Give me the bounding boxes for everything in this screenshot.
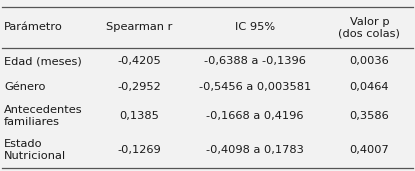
Text: -0,1269: -0,1269	[117, 145, 161, 155]
Text: Antecedentes
familiares: Antecedentes familiares	[4, 106, 83, 127]
Text: -0,6388 a -0,1396: -0,6388 a -0,1396	[204, 56, 306, 66]
Text: -0,1668 a 0,4196: -0,1668 a 0,4196	[207, 111, 304, 121]
Text: 0,1385: 0,1385	[119, 111, 159, 121]
Text: IC 95%: IC 95%	[235, 22, 275, 32]
Text: Edad (meses): Edad (meses)	[4, 56, 82, 66]
Text: -0,4205: -0,4205	[117, 56, 161, 66]
Text: Spearman r: Spearman r	[106, 22, 172, 32]
Text: 0,0464: 0,0464	[349, 82, 389, 92]
Text: -0,2952: -0,2952	[117, 82, 161, 92]
Text: 0,0036: 0,0036	[349, 56, 389, 66]
Text: Género: Género	[4, 82, 46, 92]
Text: Valor p
(dos colas): Valor p (dos colas)	[338, 17, 400, 38]
Text: -0,5456 a 0,003581: -0,5456 a 0,003581	[199, 82, 311, 92]
Text: Parámetro: Parámetro	[4, 22, 63, 32]
Text: Estado
Nutricional: Estado Nutricional	[4, 139, 66, 161]
Text: 0,3586: 0,3586	[349, 111, 389, 121]
Text: -0,4098 a 0,1783: -0,4098 a 0,1783	[206, 145, 304, 155]
Text: 0,4007: 0,4007	[349, 145, 389, 155]
